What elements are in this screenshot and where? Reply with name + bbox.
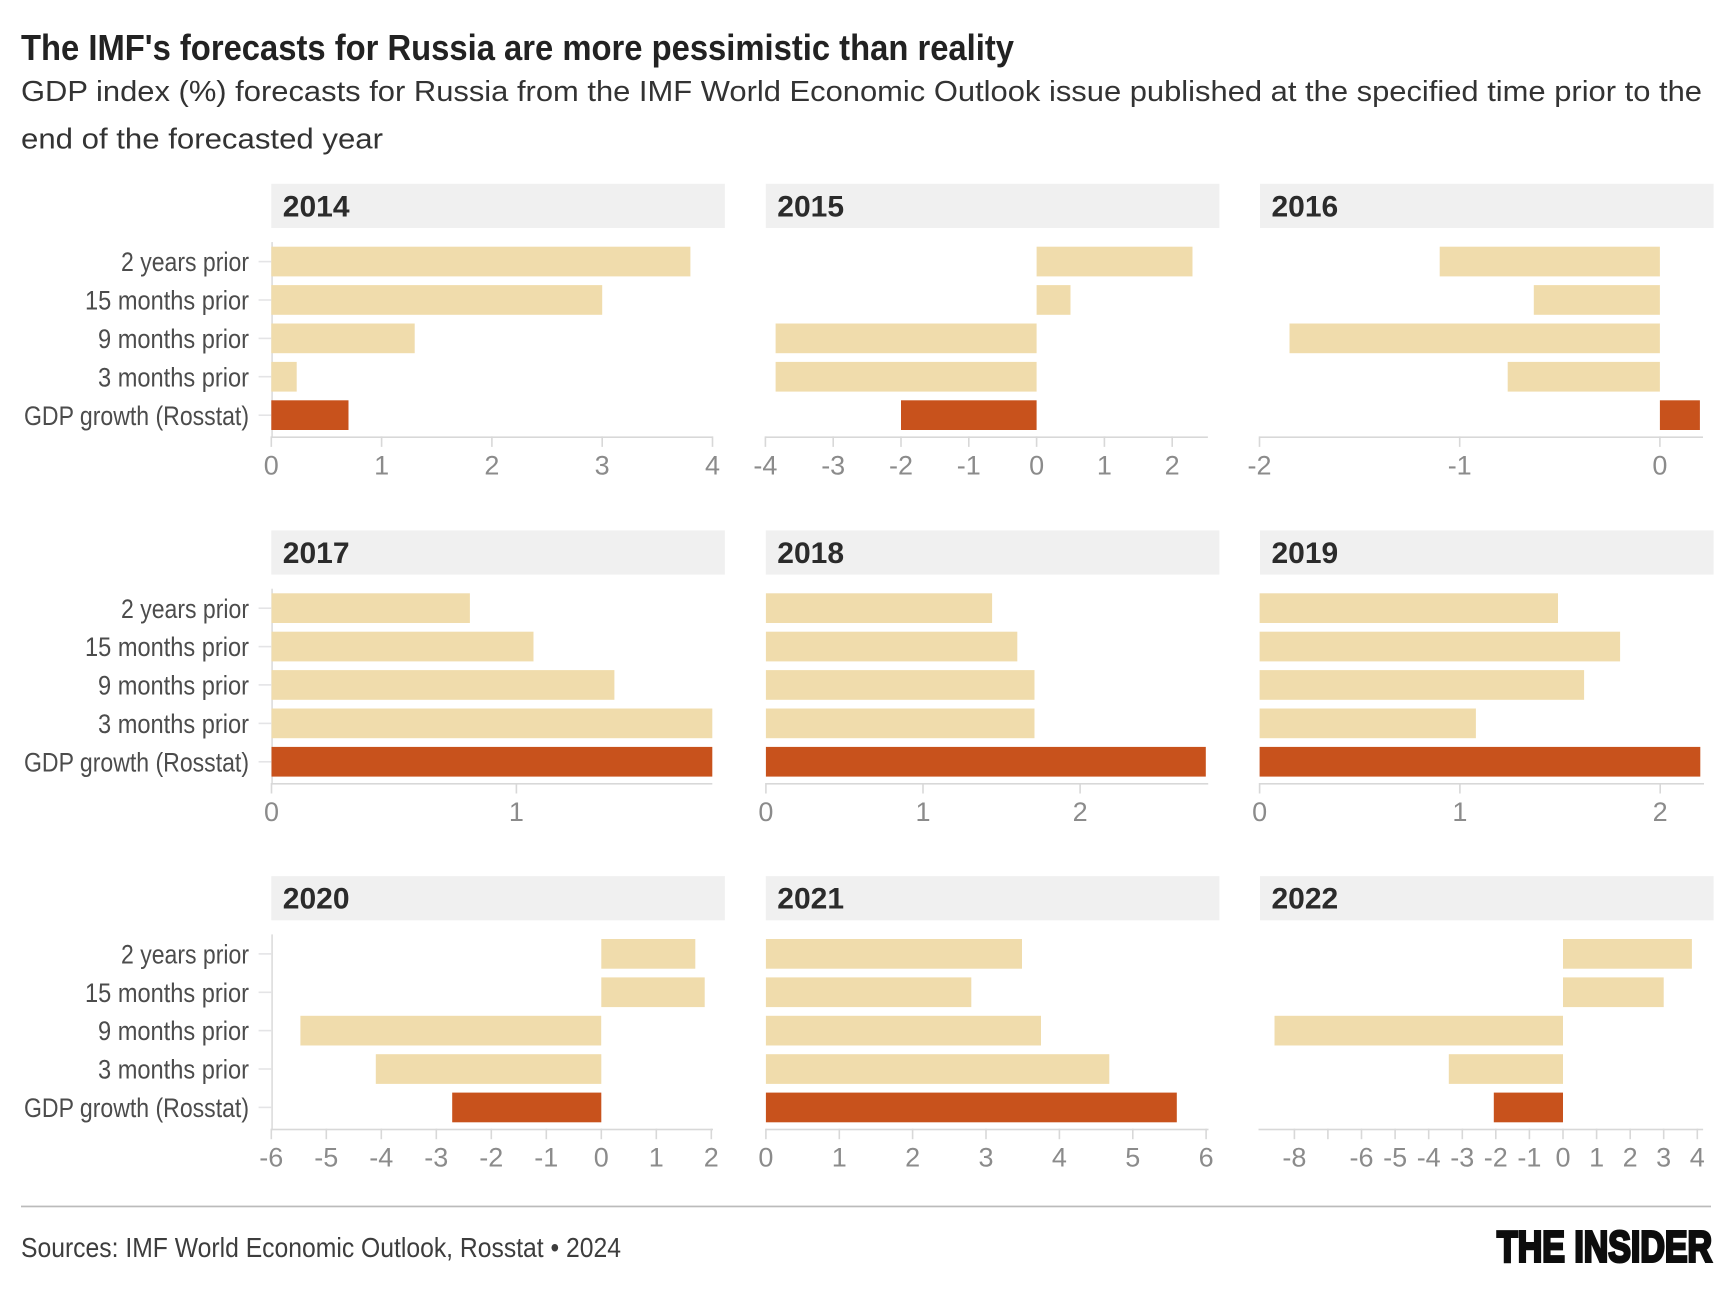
svg-text:9 months prior: 9 months prior bbox=[98, 1016, 249, 1046]
svg-text:-8: -8 bbox=[1282, 1143, 1306, 1173]
svg-text:-3: -3 bbox=[424, 1143, 448, 1173]
svg-text:3: 3 bbox=[1656, 1143, 1671, 1173]
svg-text:-5: -5 bbox=[1383, 1143, 1407, 1173]
svg-text:15 months prior: 15 months prior bbox=[85, 978, 249, 1008]
svg-text:-1: -1 bbox=[1448, 450, 1472, 480]
svg-text:2 years prior: 2 years prior bbox=[121, 594, 249, 624]
svg-text:-1: -1 bbox=[1517, 1143, 1541, 1173]
svg-text:2017: 2017 bbox=[283, 537, 350, 570]
svg-text:3: 3 bbox=[595, 450, 610, 480]
svg-text:2: 2 bbox=[1623, 1143, 1638, 1173]
svg-text:-3: -3 bbox=[1450, 1143, 1474, 1173]
svg-text:2016: 2016 bbox=[1272, 190, 1339, 223]
svg-text:1: 1 bbox=[374, 450, 389, 480]
svg-text:1: 1 bbox=[1097, 450, 1112, 480]
svg-text:2015: 2015 bbox=[777, 190, 844, 223]
svg-text:3: 3 bbox=[978, 1143, 993, 1173]
svg-text:2 years prior: 2 years prior bbox=[121, 247, 249, 277]
svg-text:5: 5 bbox=[1125, 1143, 1140, 1173]
svg-text:The IMF's forecasts for Russia: The IMF's forecasts for Russia are more … bbox=[21, 27, 1014, 68]
svg-text:THE INSIDER: THE INSIDER bbox=[1497, 1223, 1712, 1272]
svg-text:9 months prior: 9 months prior bbox=[98, 324, 249, 354]
svg-text:1: 1 bbox=[832, 1143, 847, 1173]
svg-text:1: 1 bbox=[649, 1143, 664, 1173]
svg-text:1: 1 bbox=[915, 797, 930, 827]
svg-text:15 months prior: 15 months prior bbox=[85, 632, 249, 662]
svg-text:-4: -4 bbox=[369, 1143, 393, 1173]
svg-text:-4: -4 bbox=[753, 450, 777, 480]
svg-text:-2: -2 bbox=[1484, 1143, 1508, 1173]
svg-text:0: 0 bbox=[1252, 797, 1267, 827]
svg-text:GDP growth (Rosstat): GDP growth (Rosstat) bbox=[24, 401, 249, 431]
svg-text:2: 2 bbox=[1073, 797, 1088, 827]
svg-text:1: 1 bbox=[1589, 1143, 1604, 1173]
svg-text:2 years prior: 2 years prior bbox=[121, 940, 249, 970]
svg-text:2: 2 bbox=[484, 450, 499, 480]
svg-text:6: 6 bbox=[1199, 1143, 1214, 1173]
svg-text:4: 4 bbox=[1690, 1143, 1705, 1173]
svg-text:-6: -6 bbox=[1349, 1143, 1373, 1173]
svg-text:0: 0 bbox=[758, 797, 773, 827]
svg-text:-2: -2 bbox=[889, 450, 913, 480]
svg-text:2: 2 bbox=[1653, 797, 1668, 827]
svg-text:2019: 2019 bbox=[1272, 537, 1339, 570]
svg-text:0: 0 bbox=[264, 797, 279, 827]
svg-text:1: 1 bbox=[509, 797, 524, 827]
svg-text:0: 0 bbox=[1029, 450, 1044, 480]
svg-text:4: 4 bbox=[705, 450, 720, 480]
svg-text:-5: -5 bbox=[314, 1143, 338, 1173]
svg-text:-4: -4 bbox=[1417, 1143, 1441, 1173]
svg-text:GDP growth (Rosstat): GDP growth (Rosstat) bbox=[24, 1093, 249, 1123]
svg-text:end of the forecasted year: end of the forecasted year bbox=[21, 124, 383, 156]
svg-text:Sources: IMF World Economic Ou: Sources: IMF World Economic Outlook, Ros… bbox=[21, 1232, 621, 1263]
svg-text:0: 0 bbox=[758, 1143, 773, 1173]
svg-text:GDP index (%) forecasts for Ru: GDP index (%) forecasts for Russia from … bbox=[21, 76, 1702, 108]
svg-text:2021: 2021 bbox=[777, 883, 844, 916]
svg-text:GDP growth (Rosstat): GDP growth (Rosstat) bbox=[24, 747, 249, 777]
svg-text:0: 0 bbox=[594, 1143, 609, 1173]
svg-text:2020: 2020 bbox=[283, 883, 350, 916]
svg-text:3 months prior: 3 months prior bbox=[98, 362, 249, 392]
svg-text:-1: -1 bbox=[957, 450, 981, 480]
svg-text:15 months prior: 15 months prior bbox=[85, 286, 249, 316]
svg-text:2: 2 bbox=[704, 1143, 719, 1173]
svg-text:-2: -2 bbox=[1247, 450, 1271, 480]
svg-text:-6: -6 bbox=[259, 1143, 283, 1173]
svg-text:2: 2 bbox=[1165, 450, 1180, 480]
svg-text:9 months prior: 9 months prior bbox=[98, 671, 249, 701]
svg-text:-1: -1 bbox=[534, 1143, 558, 1173]
svg-text:2022: 2022 bbox=[1272, 883, 1339, 916]
svg-text:0: 0 bbox=[1555, 1143, 1570, 1173]
svg-text:2014: 2014 bbox=[283, 190, 350, 223]
svg-text:0: 0 bbox=[1652, 450, 1667, 480]
svg-text:0: 0 bbox=[264, 450, 279, 480]
svg-text:2018: 2018 bbox=[777, 537, 844, 570]
svg-text:3 months prior: 3 months prior bbox=[98, 1055, 249, 1085]
svg-text:3 months prior: 3 months prior bbox=[98, 709, 249, 739]
svg-text:-3: -3 bbox=[821, 450, 845, 480]
svg-text:-2: -2 bbox=[479, 1143, 503, 1173]
svg-text:4: 4 bbox=[1052, 1143, 1067, 1173]
svg-text:1: 1 bbox=[1452, 797, 1467, 827]
svg-text:2: 2 bbox=[905, 1143, 920, 1173]
